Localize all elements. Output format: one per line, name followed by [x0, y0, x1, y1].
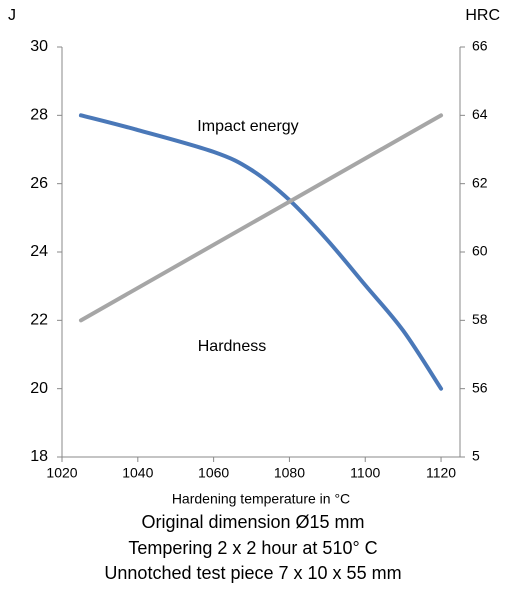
x-axis-label: Hardening temperature in °C [172, 491, 350, 507]
y-tick-label: 26 [30, 175, 48, 192]
y2-tick-label: 56 [472, 379, 488, 395]
y2-tick-label: 62 [472, 174, 488, 190]
y-axis-label: J [8, 7, 16, 24]
y2-tick-label: 58 [472, 311, 488, 327]
x-tick-label: 1100 [350, 465, 380, 481]
series-label: Impact energy [197, 118, 298, 135]
y-tick-label: 28 [30, 107, 48, 124]
y-tick-label: 18 [30, 448, 48, 465]
note: Unnotched test piece 7 x 10 x 55 mm [104, 563, 401, 583]
x-tick-label: 1120 [426, 465, 456, 481]
x-tick-label: 1040 [122, 465, 153, 481]
x-tick-label: 1080 [274, 465, 305, 481]
note: Tempering 2 x 2 hour at 510° C [128, 538, 377, 558]
y2-tick-label: 60 [472, 243, 488, 259]
y-tick-label: 24 [30, 243, 48, 260]
y-tick-label: 20 [30, 380, 48, 397]
x-tick-label: 1020 [46, 465, 77, 481]
y2-tick-label: 66 [472, 38, 488, 54]
series-label: Hardness [198, 338, 266, 355]
y-tick-label: 22 [30, 312, 48, 329]
series-line [78, 113, 444, 323]
x-tick-label: 1060 [198, 465, 229, 481]
y-tick-label: 30 [30, 38, 48, 55]
y2-axis-label: HRC [465, 7, 500, 24]
note: Original dimension Ø15 mm [141, 512, 364, 532]
y2-tick-label: 5 [472, 448, 480, 464]
y2-tick-label: 64 [472, 106, 488, 122]
